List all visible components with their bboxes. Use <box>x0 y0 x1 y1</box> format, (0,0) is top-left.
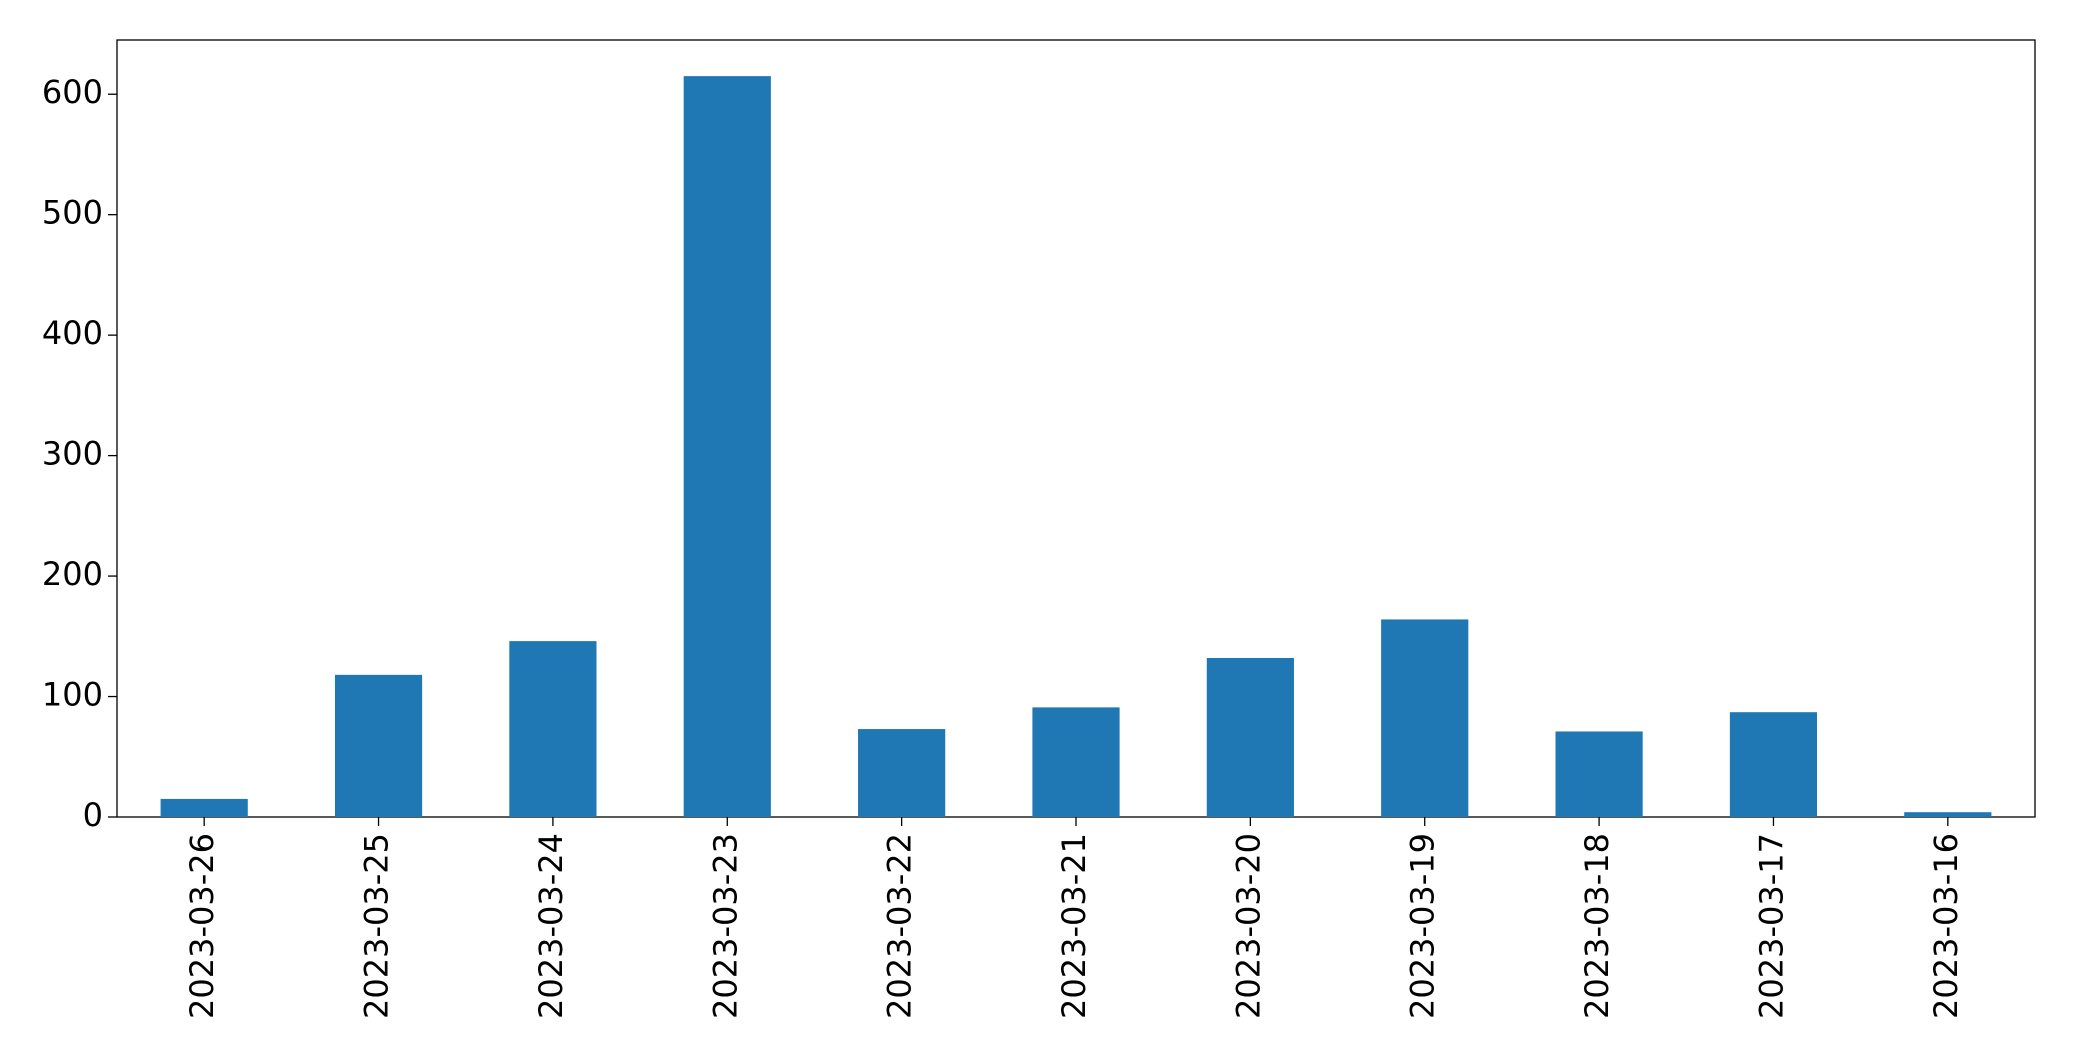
x-tick-label: 2023-03-26 <box>183 833 221 1019</box>
y-tick-label: 100 <box>42 676 103 714</box>
x-tick-label: 2023-03-19 <box>1404 833 1442 1019</box>
bar <box>1206 657 1294 817</box>
y-tick-label: 200 <box>42 555 103 593</box>
y-tick-label: 400 <box>42 314 103 352</box>
x-tick-label: 2023-03-23 <box>706 833 744 1019</box>
bar <box>334 674 423 817</box>
bar <box>509 641 597 817</box>
x-tick-label: 2023-03-21 <box>1055 833 1093 1019</box>
y-tick-label: 0 <box>83 796 103 834</box>
x-tick-label: 2023-03-18 <box>1578 833 1616 1019</box>
bar <box>1032 707 1120 817</box>
bar <box>1729 712 1818 817</box>
bar <box>1555 731 1643 817</box>
bar <box>858 729 946 817</box>
x-tick-label: 2023-03-25 <box>358 833 396 1019</box>
x-tick-label: 2023-03-24 <box>532 833 570 1019</box>
y-tick-label: 600 <box>42 73 103 111</box>
bar <box>1381 619 1469 817</box>
x-tick-label: 2023-03-16 <box>1927 833 1965 1019</box>
x-tick-label: 2023-03-17 <box>1752 833 1790 1019</box>
bar <box>1904 812 1992 817</box>
x-tick-label: 2023-03-20 <box>1229 833 1267 1019</box>
bar <box>683 76 771 818</box>
bar <box>160 798 248 817</box>
y-tick-label: 500 <box>42 194 103 232</box>
y-tick-label: 300 <box>42 435 103 473</box>
x-tick-label: 2023-03-22 <box>881 833 919 1019</box>
